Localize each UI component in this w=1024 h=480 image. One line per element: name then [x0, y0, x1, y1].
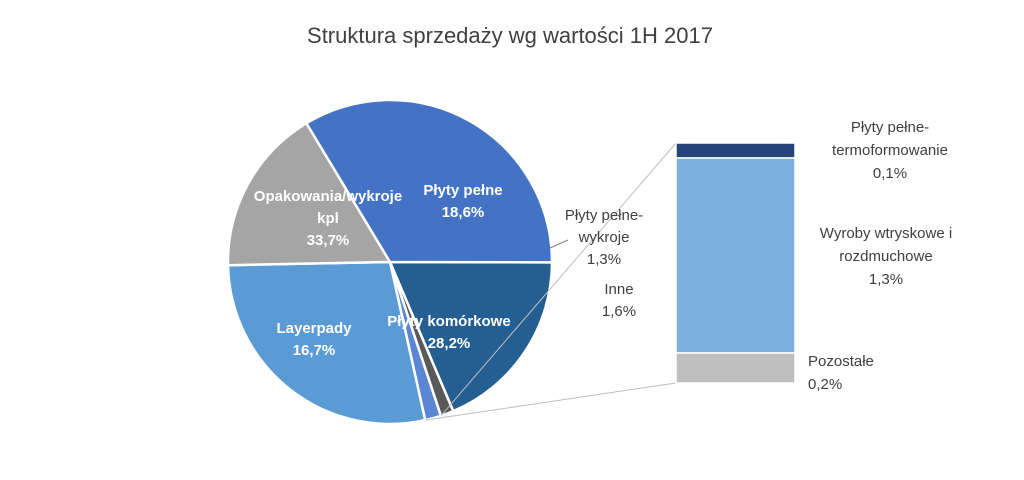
pie-slice: [226, 260, 427, 426]
pie-slice-label: Opakowania/wykroje kpl 33,7%: [254, 188, 402, 249]
breakdown-segment-label: Pozostałe 0,2%: [808, 353, 874, 393]
breakdown-segment-label: Płyty pełne-termoformowanie 0,1%: [832, 119, 948, 182]
breakdown-segment: [675, 352, 796, 384]
pie-slice-label: Płyty pełne 18,6%: [423, 182, 502, 221]
pie-slice: [226, 121, 393, 267]
connector-lines: [425, 142, 677, 421]
pie-slice: [304, 98, 554, 264]
pie-slice-label: Płyty pełne-wykroje 1,3%: [565, 207, 643, 268]
connector-line: [440, 142, 677, 417]
labels-group: Płyty pełne 18,6% Płyty pełne-wykroje 1,3% I…: [254, 119, 952, 393]
pie-slice-label: Layerpady 16,7%: [276, 320, 352, 359]
leader-line: [549, 239, 569, 249]
pie-slice-label: Inne 1,6%: [602, 281, 636, 320]
pie-slice: [388, 260, 554, 413]
breakdown-segment: [675, 157, 796, 354]
breakdown-bar-group: [675, 142, 796, 384]
connector-line: [425, 382, 677, 421]
breakdown-segment: [675, 142, 796, 159]
breakdown-segment-label: Wyroby wtryskowe i rozdmuchowe 1,3%: [820, 225, 952, 288]
pie-slice-label: Płyty komórkowe 28,2%: [387, 313, 510, 352]
chart-title: Struktura sprzedaży wg wartości 1H 2017: [307, 23, 713, 48]
pie-group: [226, 98, 554, 426]
